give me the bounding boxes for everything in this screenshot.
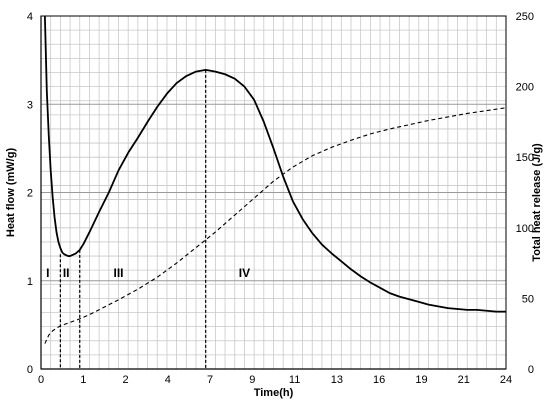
y-left-tick-label: 1	[27, 276, 33, 288]
y-right-tick-label: 200	[516, 82, 534, 94]
y-right-tick-label: 100	[516, 223, 534, 235]
x-tick-labels: 0 1 2 4 7 9 11 13 16 19 21 24	[38, 374, 512, 386]
x-tick-label: 0	[38, 374, 44, 386]
y-left-tick-label: 4	[27, 11, 33, 23]
x-tick-label: 1	[80, 374, 86, 386]
region-labels: I II III IV	[46, 266, 250, 280]
x-tick-label: 7	[207, 374, 213, 386]
region-label: IV	[239, 266, 250, 280]
series-line-heat-flow	[43, 15, 506, 313]
region-label: II	[63, 266, 70, 280]
x-axis-title: Time(h)	[254, 387, 294, 399]
y-right-tick-label: 150	[516, 152, 534, 164]
y-left-tick-label: 0	[27, 364, 33, 376]
x-tick-label: 11	[289, 374, 300, 386]
y-right-tick-label: 0	[528, 364, 534, 376]
x-tick-label: 21	[458, 374, 470, 386]
grid	[40, 15, 506, 370]
y-right-tick-label: 50	[522, 293, 534, 305]
y-right-tick-label: 250	[516, 11, 534, 23]
marker-lines	[59, 69, 207, 369]
x-tick-label: 2	[122, 374, 128, 386]
y-left-tick-label: 2	[27, 188, 33, 200]
x-tick-label: 16	[373, 374, 385, 386]
region-label: I	[46, 266, 49, 280]
series-layer	[43, 15, 507, 344]
x-tick-label: 19	[415, 374, 427, 386]
x-tick-label: 24	[500, 374, 512, 386]
y-left-tick-labels: 0 1 2 3 4	[27, 11, 33, 376]
plot-frame	[40, 15, 507, 370]
region-label: III	[113, 266, 123, 280]
x-tick-label: 9	[249, 374, 255, 386]
y-left-tick-label: 3	[27, 99, 33, 111]
x-tick-label: 13	[331, 374, 343, 386]
y-right-tick-labels: 0 50 100 150 200 250	[516, 11, 534, 376]
series-line-total-heat	[44, 107, 507, 344]
y-right-axis-title: Total heat release (J/g)	[531, 143, 543, 262]
y-left-axis-title: Heat flow (mW/g)	[5, 148, 17, 238]
x-tick-label: 4	[165, 374, 171, 386]
